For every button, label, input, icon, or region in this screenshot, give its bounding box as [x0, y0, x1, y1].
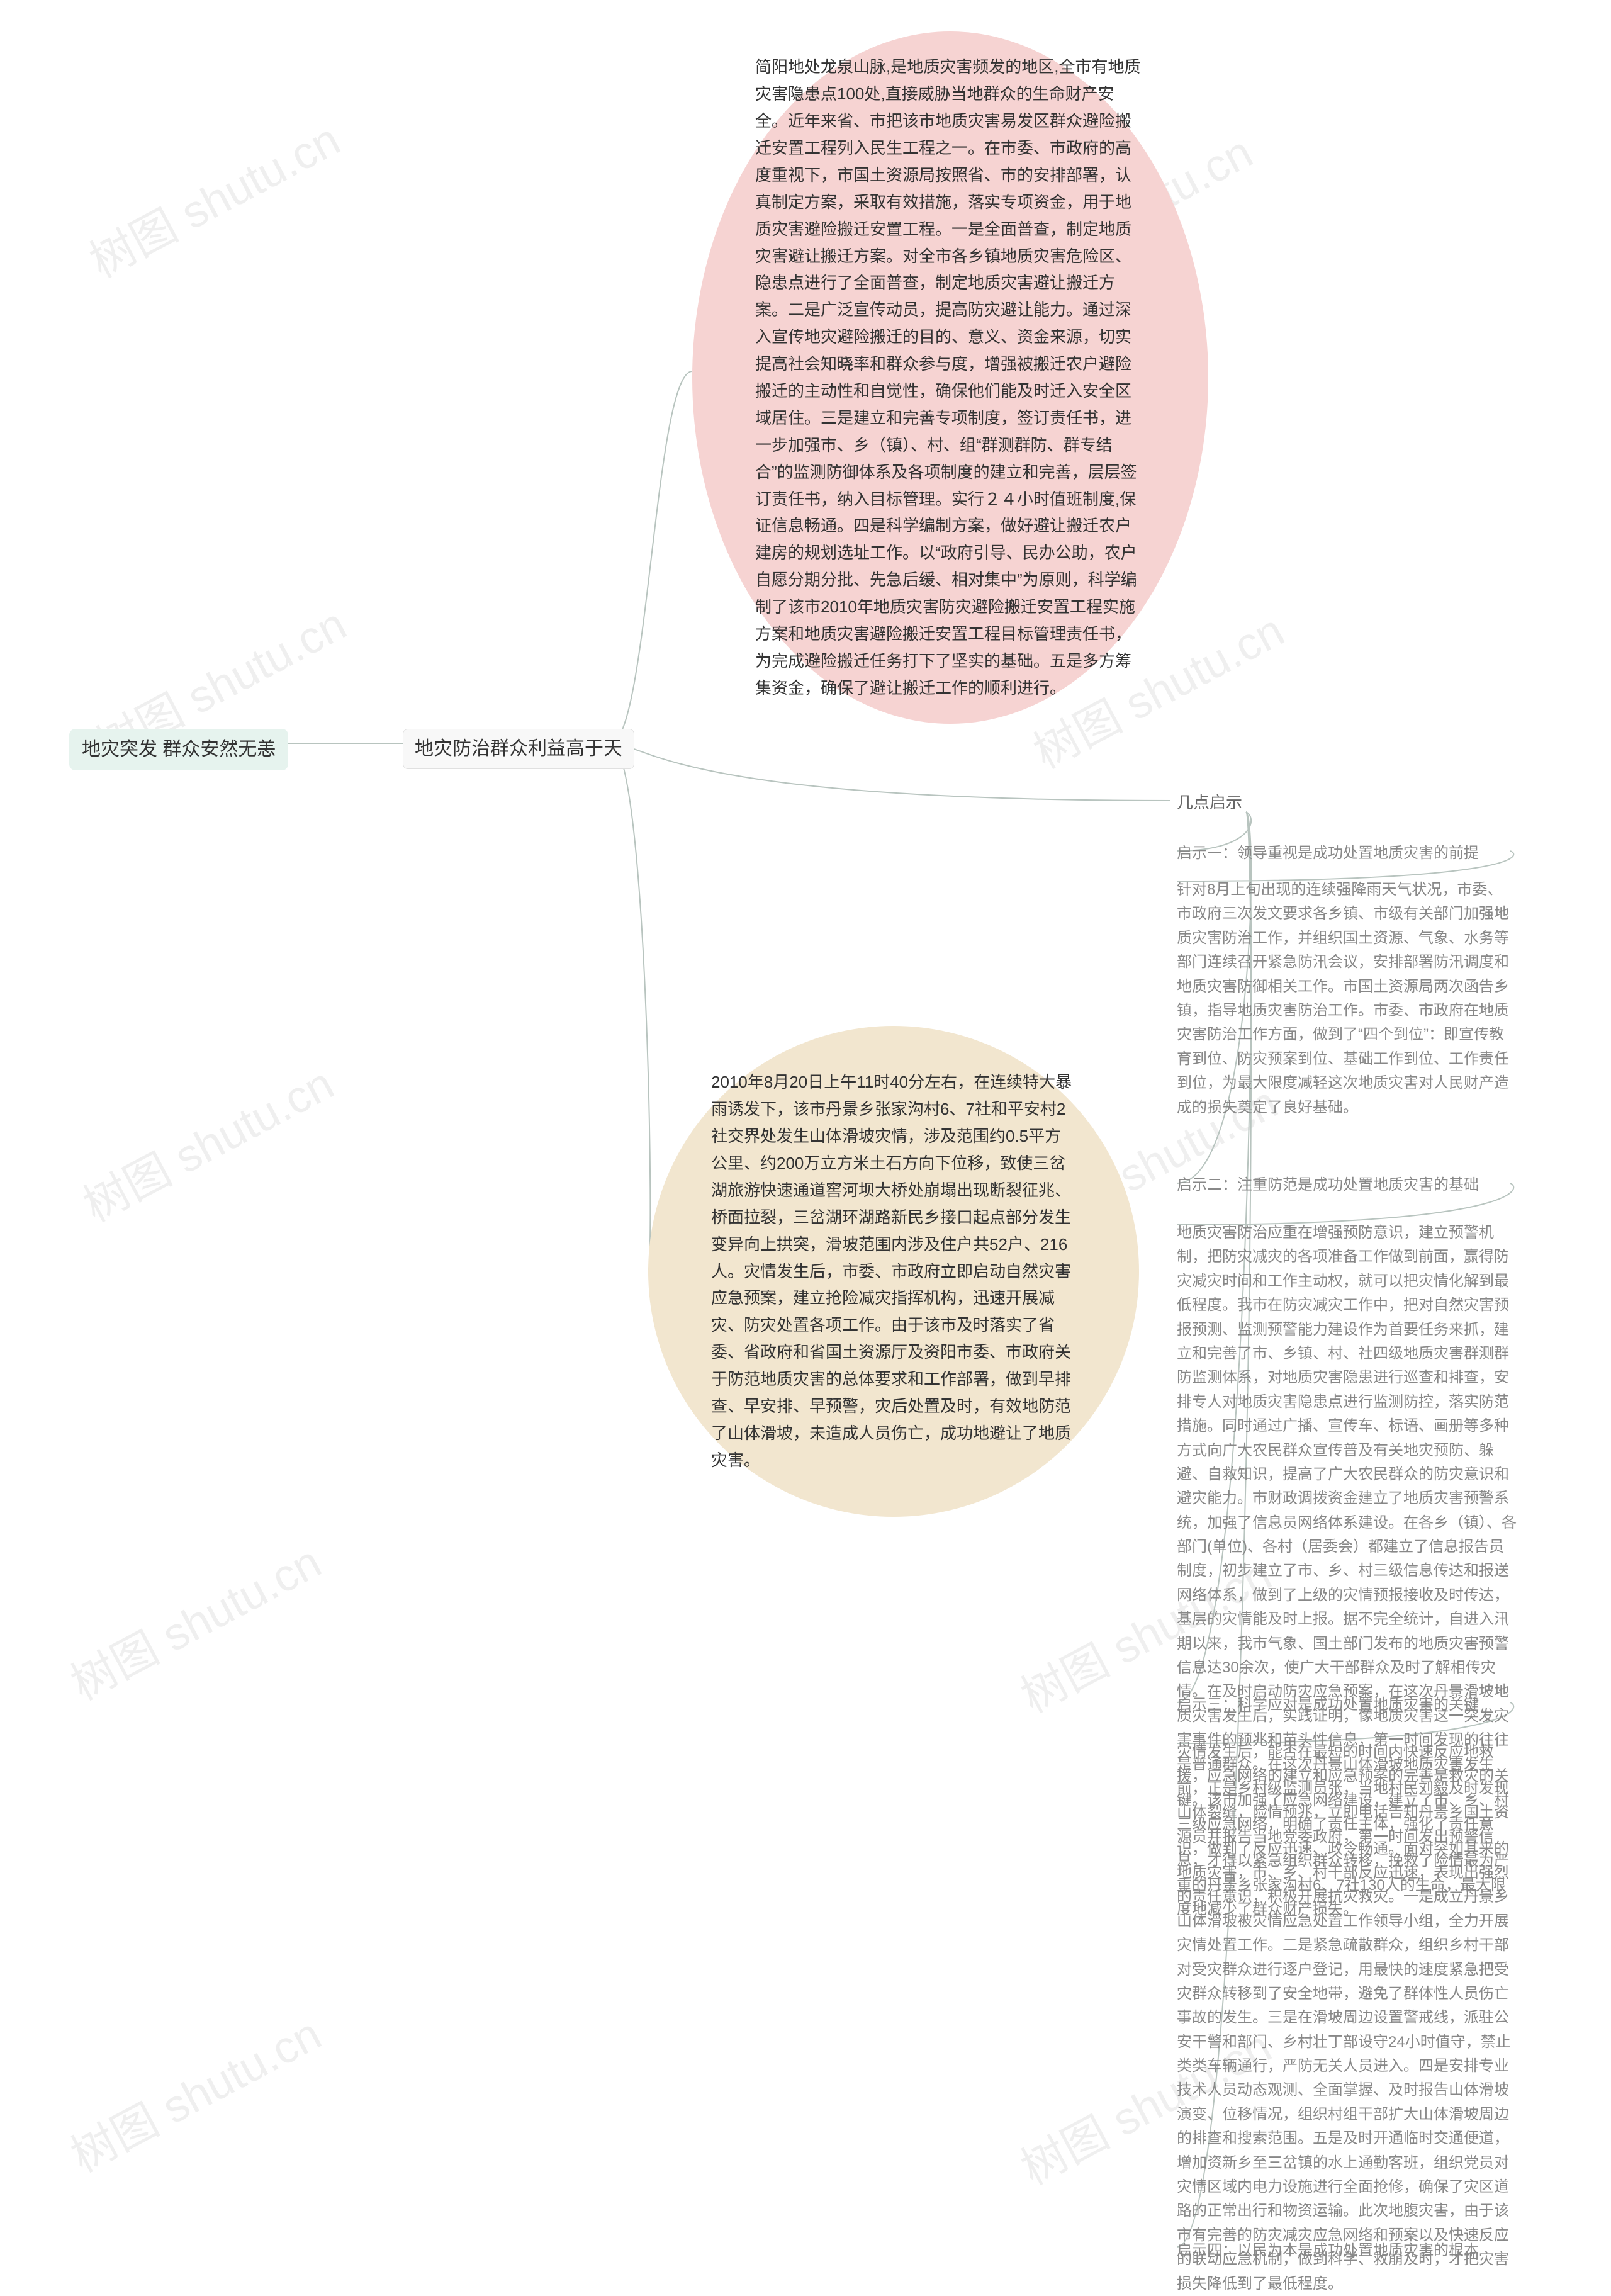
root-label: 地灾突发 群众安然无恙 — [82, 739, 276, 760]
level2-node[interactable]: 地灾防治群众利益高于天 — [403, 729, 634, 769]
content-block-top[interactable]: 简阳地处龙泉山脉,是地质灾害频发的地区,全市有地质灾害隐患点100处,直接威胁当… — [692, 31, 1208, 724]
level2-label: 地灾防治群众利益高于天 — [415, 738, 622, 759]
content-block-mid[interactable]: 2010年8月20日上午11时40分左右，在连续特大暴雨诱发下，该市丹景乡张家沟… — [648, 1026, 1139, 1517]
content-block-top-text: 简阳地处龙泉山脉,是地质灾害频发的地区,全市有地质灾害隐患点100处,直接威胁当… — [755, 53, 1145, 701]
content-block-mid-text: 2010年8月20日上午11时40分左右，在连续特大暴雨诱发下，该市丹景乡张家沟… — [711, 1069, 1076, 1473]
watermark-text: 树图 shutu.cn — [57, 1526, 330, 1713]
tips-heading: 几点启示 — [1177, 790, 1242, 813]
tip-title: 启示一：领导重视是成功处置地质灾害的前提 — [1177, 840, 1517, 862]
tip-title: 启示二：注重防范是成功处置地质灾害的基础 — [1177, 1172, 1517, 1194]
watermark-text: 树图 shutu.cn — [57, 1998, 330, 2185]
tip-body: 针对8月上旬出现的连续强降雨天气状况，市委、市政府三次发文要求各乡镇、市级有关部… — [1177, 878, 1517, 1120]
tip-title: 启示三：科学应对是成功处置地质灾害的关键 — [1177, 1692, 1517, 1714]
root-node[interactable]: 地灾突发 群众安然无恙 — [69, 729, 288, 770]
tip-title: 启示四：以民为本是成功处置地质灾害的根本 — [1177, 2237, 1517, 2259]
watermark-text: 树图 shutu.cn — [70, 1047, 343, 1234]
tip-body: 灾情发生后，能否在最短的时间内快速反应地救援，应急网络的建立和应急预案的完善是救… — [1177, 1740, 1517, 2296]
watermark-text: 树图 shutu.cn — [76, 103, 349, 290]
